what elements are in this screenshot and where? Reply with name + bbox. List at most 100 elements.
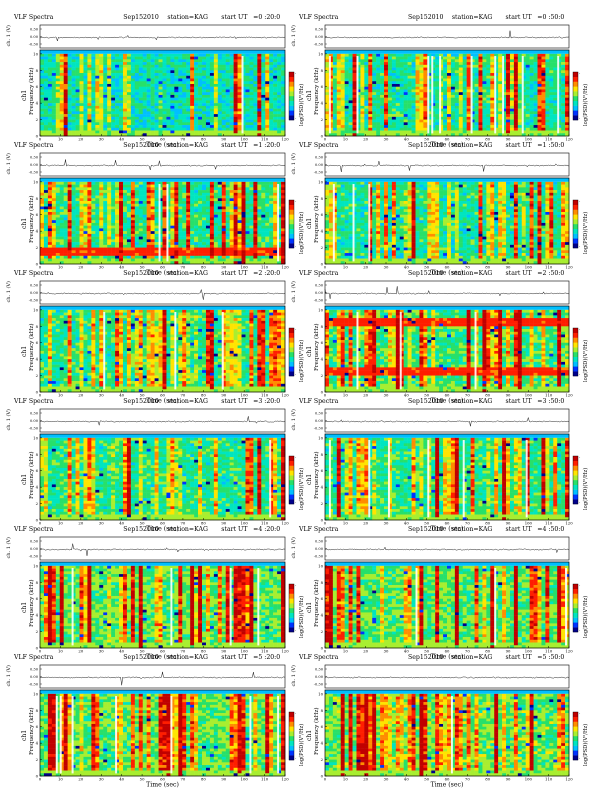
spectrogram-cell (249, 130, 254, 134)
spectrogram-cell (202, 114, 207, 118)
spectrogram-cell (59, 236, 64, 240)
spectrogram-cell (174, 192, 179, 196)
spectrogram-cell (134, 64, 140, 68)
spectrogram-cell (190, 133, 195, 137)
spectrogram-cell (245, 94, 250, 98)
spectrogram-cell (115, 105, 120, 109)
spectrogram-cell (336, 83, 341, 87)
spectrogram-cell (47, 56, 53, 60)
spectrogram-cell (533, 86, 538, 90)
spectrogram-cell (336, 103, 341, 107)
spectrogram-cell (241, 119, 246, 123)
spectrogram-cell (332, 97, 338, 101)
spectrogram-cell (368, 116, 373, 120)
spectrogram-cell (261, 53, 266, 57)
spectrogram-cell (395, 62, 401, 66)
spectrogram-cell (458, 111, 463, 115)
spectrogram-cell (95, 78, 100, 82)
spectrogram-cell (142, 239, 147, 243)
spectrogram-cell (59, 122, 64, 126)
spectrogram-cell (553, 86, 558, 90)
spectrogram-cell (119, 250, 124, 254)
spectrogram-cell (443, 64, 448, 68)
spectrogram-cell (450, 75, 456, 79)
spectrogram-cell (423, 122, 428, 126)
spectrogram-cell (545, 125, 550, 129)
spectrogram-cell (423, 111, 428, 115)
spectrogram-cell (348, 75, 353, 79)
spectrogram-cell (225, 64, 230, 68)
spectrogram-cell (138, 67, 143, 71)
spectrogram-cell (194, 70, 199, 74)
spectrogram-cell (565, 97, 570, 101)
spectrogram-cell (154, 247, 159, 251)
spectrogram-cell (178, 222, 183, 226)
spectrogram-cell (107, 198, 112, 202)
spectrogram-cell (162, 89, 167, 93)
spectrogram-cell (403, 133, 408, 137)
spectrogram-cell (364, 62, 369, 66)
spectrogram-cell (502, 125, 507, 129)
spectrogram-cell (115, 127, 120, 131)
spectrogram-cell (202, 133, 207, 137)
spectrogram-cell (387, 62, 393, 66)
spectrogram-cell (146, 184, 151, 188)
spectrogram-cell (466, 127, 471, 131)
spectrogram-cell (561, 108, 566, 112)
spectrogram-cell (126, 75, 132, 79)
spectrogram-cell (415, 119, 420, 123)
spectrogram-cell (205, 56, 211, 60)
spectrogram-cell (43, 222, 49, 226)
spectrogram-cell (154, 92, 159, 96)
spectrogram-cell (565, 89, 570, 93)
spectrogram-cell (490, 67, 495, 71)
spectrogram-cell (513, 119, 519, 123)
spectrogram-cell (265, 111, 270, 115)
spectrogram-cell (439, 119, 444, 123)
spectrogram-cell (419, 59, 424, 63)
spectrogram-cell (95, 81, 100, 85)
spectrogram-cell (162, 184, 167, 188)
spectrogram-cell (55, 231, 61, 235)
spectrogram-cell (533, 105, 538, 109)
spectrogram-cell (83, 195, 88, 199)
spectrogram-cell (43, 73, 49, 77)
spectrogram-cell (403, 122, 408, 126)
spectrogram-cell (174, 211, 179, 215)
spectrogram-cell (75, 67, 80, 71)
spectrogram-cell (55, 242, 61, 246)
spectrogram-cell (506, 59, 511, 63)
spectrogram-cell (450, 81, 456, 85)
spectrogram-cell (63, 116, 68, 120)
spectrogram-cell (269, 111, 274, 115)
spectrogram-cell (83, 184, 88, 188)
spectrogram-cell (122, 94, 128, 98)
spectrogram-cell (348, 122, 353, 126)
spectrogram-cell (462, 108, 467, 112)
spectrogram-cell (217, 81, 223, 85)
spectrogram-cell (360, 100, 365, 104)
spectrogram-cell (415, 53, 420, 57)
spectrogram-cell (336, 108, 341, 112)
spectrogram-cell (71, 211, 76, 215)
spectrogram-cell (249, 56, 254, 60)
spectrogram-cell (360, 111, 365, 115)
spectrogram-cell (553, 92, 558, 96)
y-tick-label: 6 (36, 84, 39, 89)
spectrogram-cell (205, 78, 211, 82)
spectrogram-cell (281, 119, 286, 123)
spectrogram-cell (261, 97, 266, 101)
spectrogram-cell (549, 83, 554, 87)
spectrogram-cell (423, 53, 428, 57)
spectrogram-cell (435, 103, 440, 107)
spectrogram-cell (340, 83, 345, 87)
spectrogram-cell (427, 105, 432, 109)
spectrogram-cell (364, 70, 369, 74)
spectrogram-cell (126, 255, 132, 259)
spectrogram-panel-3: VLF Spectra Sep152010 station=KAG start UT =… (5, 142, 305, 277)
spectrogram-cell (415, 81, 420, 85)
spectrogram-cell (178, 242, 183, 246)
spectrogram-cell (55, 209, 61, 213)
spectrogram-cell (142, 64, 147, 68)
spectrogram-cell (87, 192, 92, 196)
